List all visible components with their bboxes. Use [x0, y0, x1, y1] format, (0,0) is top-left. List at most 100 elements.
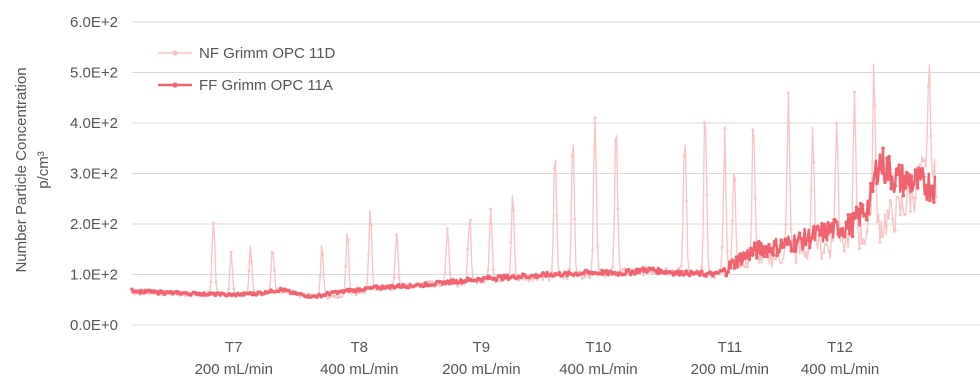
ff-data-point — [130, 287, 134, 292]
ff-data-point — [317, 292, 322, 297]
ff-data-point — [781, 241, 786, 245]
ff-data-point — [903, 186, 908, 190]
nf-data-point — [321, 253, 325, 257]
nf-data-point — [247, 269, 251, 273]
nf-data-point — [491, 268, 495, 272]
ff-data-point — [930, 184, 934, 189]
ff-data-point — [563, 271, 568, 275]
ff-data-point — [836, 232, 841, 236]
ff-data-point — [809, 236, 814, 240]
x-category-label: T9 — [473, 339, 491, 356]
nf-data-point — [842, 249, 846, 253]
nf-data-point — [369, 224, 373, 227]
nf-data-point — [184, 294, 187, 298]
nf-data-point — [270, 251, 274, 254]
nf-data-point — [703, 120, 706, 124]
nf-data-point — [779, 261, 783, 265]
nf-data-point — [921, 159, 925, 163]
nf-data-point — [565, 277, 569, 281]
nf-data-point — [893, 228, 897, 232]
y-tick-label: 3.0E+2 — [70, 166, 118, 183]
legend-swatch-marker — [172, 82, 178, 88]
ff-data-point — [801, 239, 806, 244]
ff-data-point — [160, 289, 165, 294]
ff-data-point — [793, 249, 798, 254]
x-category-label: T11 — [717, 339, 742, 356]
nf-data-point — [825, 243, 828, 247]
x-category-flow-label: 200 mL/min — [195, 361, 273, 376]
ff-data-point — [803, 242, 808, 247]
nf-data-point — [822, 251, 826, 255]
nf-data-point — [743, 265, 747, 269]
ff-data-point — [787, 241, 792, 246]
nf-data-point — [723, 126, 727, 130]
nf-data-point — [588, 276, 592, 280]
legend-label: NF Grimm OPC 11D — [199, 45, 336, 62]
ff-data-point — [895, 172, 900, 177]
ff-data-point — [565, 273, 570, 278]
nf-data-point — [430, 280, 434, 284]
ff-data-point — [887, 154, 891, 159]
nf-data-point — [705, 193, 709, 197]
ff-data-point — [390, 283, 395, 288]
ff-data-point — [518, 275, 523, 280]
ff-data-point — [728, 265, 733, 270]
ff-data-point — [846, 213, 851, 217]
ff-data-point — [811, 224, 816, 229]
ff-data-point — [854, 205, 859, 210]
ff-data-point — [724, 273, 729, 278]
ff-data-point — [445, 279, 450, 283]
ff-data-point — [557, 270, 562, 275]
nf-data-point — [354, 293, 358, 297]
nf-data-point — [547, 278, 551, 282]
nf-data-point — [812, 160, 816, 164]
ff-data-point — [679, 269, 684, 274]
nf-data-point — [835, 121, 839, 125]
nf-data-point — [443, 271, 447, 275]
y-axis-title: Number Particle Concentration p/cm³ — [13, 67, 52, 272]
ff-data-point — [726, 270, 731, 274]
nf-data-point — [446, 227, 449, 230]
ff-data-point — [769, 246, 773, 251]
ff-data-point — [683, 269, 688, 274]
nf-data-point — [346, 238, 350, 242]
nf-data-point — [573, 217, 577, 221]
nf-data-point — [641, 273, 645, 277]
nf-data-point — [298, 295, 302, 299]
gridlines — [132, 21, 980, 326]
ff-data-point — [844, 220, 849, 225]
ff-data-point — [883, 180, 887, 185]
nf-data-point — [677, 266, 681, 270]
y-tick-label: 0.0E+0 — [70, 317, 118, 334]
nf-data-point — [784, 223, 788, 227]
nf-data-point — [466, 247, 470, 251]
nf-data-point — [509, 240, 513, 244]
ff-data-point — [783, 237, 788, 242]
y-axis-tick-labels: 0.0E+0 1.0E+2 2.0E+2 3.0E+2 4.0E+2 5.0E+2 6.0E… — [70, 14, 118, 334]
y-axis-title-unit: p/cm³ — [35, 151, 52, 189]
nf-data-point — [336, 296, 340, 300]
x-category-flow-label: 200 mL/min — [691, 361, 769, 376]
ff-data-point — [773, 242, 777, 247]
ff-data-point — [842, 234, 847, 239]
ff-data-point — [522, 273, 527, 277]
nf-data-point — [613, 139, 617, 142]
ff-data-point — [901, 193, 906, 198]
ff-data-point — [732, 266, 737, 270]
nf-data-point — [397, 275, 401, 279]
ff-data-point — [189, 293, 193, 297]
ff-data-point — [669, 270, 674, 275]
ff-data-point — [286, 288, 291, 293]
nf-data-point — [250, 259, 253, 263]
nf-data-point — [926, 84, 930, 88]
ff-data-point — [606, 272, 611, 277]
nf-data-point — [853, 90, 856, 94]
ff-data-point — [543, 273, 547, 278]
nf-data-point — [318, 274, 322, 278]
x-category-flow-label: 200 mL/min — [442, 361, 520, 376]
ff-data-point — [807, 245, 812, 250]
series-lines — [130, 63, 938, 300]
nf-data-point — [428, 279, 432, 283]
series-line-nf-grimm-opc-11d — [131, 63, 937, 300]
ff-data-point — [755, 256, 759, 260]
